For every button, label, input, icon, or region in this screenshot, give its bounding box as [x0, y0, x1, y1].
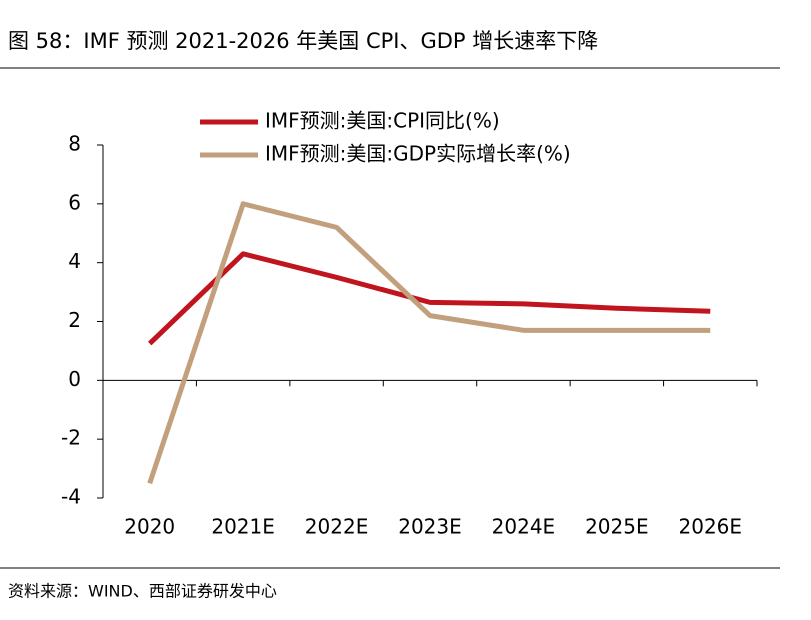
legend-label: IMF预测:美国:GDP实际增长率(%): [265, 142, 571, 166]
y-tick-label: 8: [68, 132, 81, 156]
y-tick-label: 0: [68, 367, 81, 391]
y-tick-label: -2: [61, 426, 81, 450]
series-line: [147, 251, 711, 346]
legend-label: IMF预测:美国:CPI同比(%): [265, 109, 500, 133]
series-line: [147, 201, 711, 485]
x-tick-label: 2024E: [492, 515, 556, 539]
y-tick-label: 4: [68, 249, 81, 273]
x-tick-label: 2023E: [398, 515, 462, 539]
x-tick-label: 2025E: [585, 515, 649, 539]
y-tick-label: 6: [68, 190, 81, 214]
chart-title: 图 58：IMF 预测 2021-2026 年美国 CPI、GDP 增长速率下降: [8, 29, 598, 53]
x-tick-label: 2021E: [211, 515, 275, 539]
y-tick-label: -4: [61, 485, 81, 509]
x-tick-label: 2022E: [305, 515, 369, 539]
y-tick-label: 2: [68, 308, 81, 332]
source: 资料来源：WIND、西部证券研发中心: [8, 582, 277, 601]
x-tick-label: 2026E: [679, 515, 743, 539]
x-tick-label: 2020: [124, 515, 175, 539]
